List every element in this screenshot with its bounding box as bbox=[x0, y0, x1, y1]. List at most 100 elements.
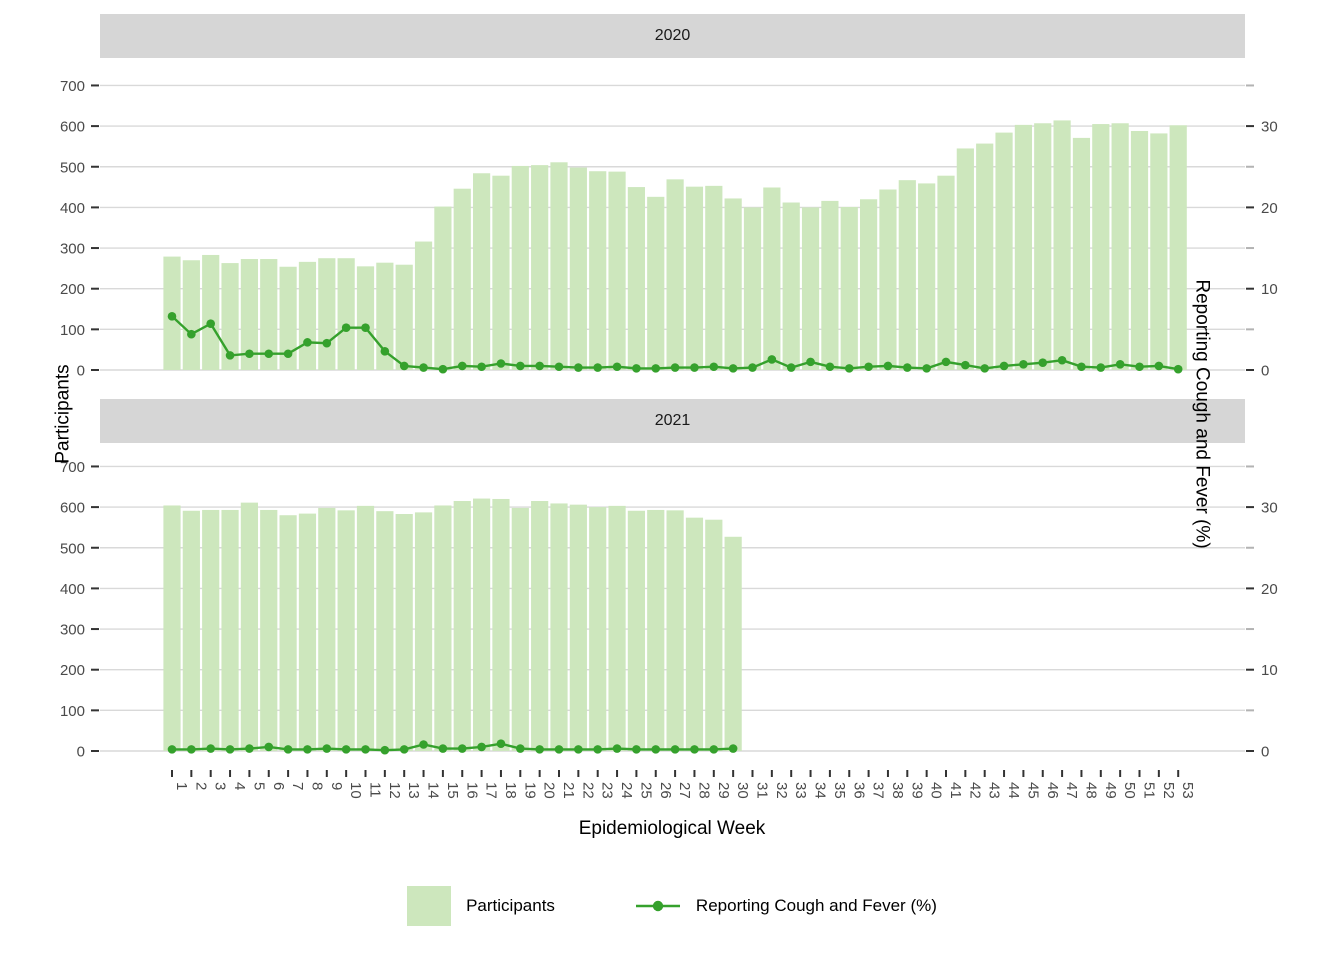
svg-text:300: 300 bbox=[60, 622, 85, 639]
facet-strip-2020-label: 2020 bbox=[654, 27, 691, 44]
svg-text:52: 52 bbox=[1160, 782, 1177, 799]
legend: Participants Reporting Cough and Fever (… bbox=[0, 878, 1344, 934]
participants-bars bbox=[163, 498, 742, 751]
svg-text:400: 400 bbox=[60, 200, 85, 217]
svg-text:9: 9 bbox=[328, 782, 345, 790]
left-axis: 700 600 500 400 300 200 100 0 bbox=[60, 78, 99, 380]
legend-label-cough-fever: Reporting Cough and Fever (%) bbox=[695, 896, 937, 915]
svg-text:400: 400 bbox=[60, 581, 85, 598]
x-axis-title: Epidemiological Week bbox=[578, 818, 766, 839]
svg-text:6: 6 bbox=[270, 782, 287, 790]
right-axis-title: Reporting Cough and Fever (%) bbox=[1191, 279, 1213, 549]
svg-text:25: 25 bbox=[637, 782, 654, 799]
svg-text:4: 4 bbox=[231, 782, 248, 790]
svg-text:500: 500 bbox=[60, 159, 85, 176]
facet-strip-2021-label: 2021 bbox=[654, 412, 691, 429]
svg-text:2: 2 bbox=[192, 782, 209, 790]
svg-text:24: 24 bbox=[618, 782, 635, 799]
svg-text:1: 1 bbox=[173, 782, 190, 790]
svg-text:3: 3 bbox=[212, 782, 229, 790]
svg-text:41: 41 bbox=[947, 782, 964, 799]
right-axis: 0 10 20 30 bbox=[1246, 465, 1278, 761]
svg-text:700: 700 bbox=[60, 459, 85, 476]
svg-text:46: 46 bbox=[1044, 782, 1061, 799]
svg-text:23: 23 bbox=[599, 782, 616, 799]
svg-text:31: 31 bbox=[754, 782, 771, 799]
svg-text:35: 35 bbox=[831, 782, 848, 799]
svg-text:45: 45 bbox=[1024, 782, 1041, 799]
svg-text:10: 10 bbox=[1261, 281, 1278, 298]
svg-text:19: 19 bbox=[521, 782, 538, 799]
svg-text:0: 0 bbox=[77, 363, 85, 380]
svg-text:15: 15 bbox=[444, 782, 461, 799]
svg-text:37: 37 bbox=[870, 782, 887, 799]
svg-text:500: 500 bbox=[60, 540, 85, 557]
svg-text:34: 34 bbox=[812, 782, 829, 799]
svg-text:38: 38 bbox=[889, 782, 906, 799]
svg-text:49: 49 bbox=[1102, 782, 1119, 799]
svg-text:44: 44 bbox=[1005, 782, 1022, 799]
svg-text:600: 600 bbox=[60, 119, 85, 136]
legend-item-cough-fever: Reporting Cough and Fever (%) bbox=[635, 896, 937, 916]
right-axis: 0 10 20 30 bbox=[1246, 84, 1278, 380]
svg-text:10: 10 bbox=[347, 782, 364, 799]
svg-text:30: 30 bbox=[1261, 119, 1278, 136]
svg-text:14: 14 bbox=[425, 782, 442, 799]
facet-strip-2020: 2020 bbox=[100, 14, 1245, 58]
svg-text:0: 0 bbox=[77, 744, 85, 761]
svg-text:27: 27 bbox=[676, 782, 693, 799]
svg-text:200: 200 bbox=[60, 662, 85, 679]
svg-text:600: 600 bbox=[60, 500, 85, 517]
left-axis-title: Participants bbox=[52, 364, 74, 464]
svg-text:47: 47 bbox=[1063, 782, 1080, 799]
svg-text:11: 11 bbox=[367, 782, 384, 798]
svg-text:0: 0 bbox=[1261, 363, 1269, 380]
cough-fever-points bbox=[167, 739, 738, 755]
x-axis: 1 2 3 4 5 6 7 8 9 10 11 12 13 14 15 16 17 18 19 20 21 22 23 24 2… bbox=[171, 770, 1196, 799]
svg-text:20: 20 bbox=[1261, 581, 1278, 598]
svg-text:13: 13 bbox=[405, 782, 422, 799]
svg-text:20: 20 bbox=[541, 782, 558, 799]
svg-text:29: 29 bbox=[715, 782, 732, 799]
svg-text:8: 8 bbox=[308, 782, 325, 790]
line-with-point-icon bbox=[635, 900, 680, 912]
svg-text:0: 0 bbox=[1261, 744, 1269, 761]
panel-2020: 700 600 500 400 300 200 100 0 0 10 20 30 bbox=[60, 78, 1278, 380]
svg-text:17: 17 bbox=[483, 782, 500, 799]
svg-text:51: 51 bbox=[1141, 782, 1158, 799]
svg-text:7: 7 bbox=[289, 782, 306, 790]
svg-text:40: 40 bbox=[928, 782, 945, 799]
svg-text:28: 28 bbox=[695, 782, 712, 799]
svg-text:5: 5 bbox=[250, 782, 267, 790]
cough-fever-points bbox=[167, 312, 1183, 374]
svg-text:42: 42 bbox=[966, 782, 983, 799]
svg-text:16: 16 bbox=[463, 782, 480, 799]
svg-text:39: 39 bbox=[908, 782, 925, 799]
participants-bars bbox=[163, 120, 1187, 371]
svg-text:26: 26 bbox=[657, 782, 674, 799]
svg-text:50: 50 bbox=[1121, 782, 1138, 799]
svg-text:30: 30 bbox=[1261, 500, 1278, 517]
legend-item-participants: Participants bbox=[407, 886, 555, 926]
svg-text:53: 53 bbox=[1179, 782, 1196, 799]
svg-text:200: 200 bbox=[60, 281, 85, 298]
legend-label-participants: Participants bbox=[466, 896, 555, 915]
facet-strip-2021: 2021 bbox=[100, 399, 1245, 443]
svg-text:300: 300 bbox=[60, 241, 85, 258]
svg-text:32: 32 bbox=[773, 782, 790, 799]
svg-text:10: 10 bbox=[1261, 662, 1278, 679]
svg-text:36: 36 bbox=[850, 782, 867, 799]
participants-swatch-icon bbox=[407, 886, 452, 926]
svg-text:100: 100 bbox=[60, 322, 85, 339]
svg-text:100: 100 bbox=[60, 703, 85, 720]
svg-text:18: 18 bbox=[502, 782, 519, 799]
svg-text:33: 33 bbox=[792, 782, 809, 799]
svg-text:700: 700 bbox=[60, 78, 85, 95]
svg-text:20: 20 bbox=[1261, 200, 1278, 217]
svg-text:30: 30 bbox=[734, 782, 751, 799]
svg-text:22: 22 bbox=[579, 782, 596, 799]
svg-text:48: 48 bbox=[1082, 782, 1099, 799]
svg-text:12: 12 bbox=[386, 782, 403, 799]
